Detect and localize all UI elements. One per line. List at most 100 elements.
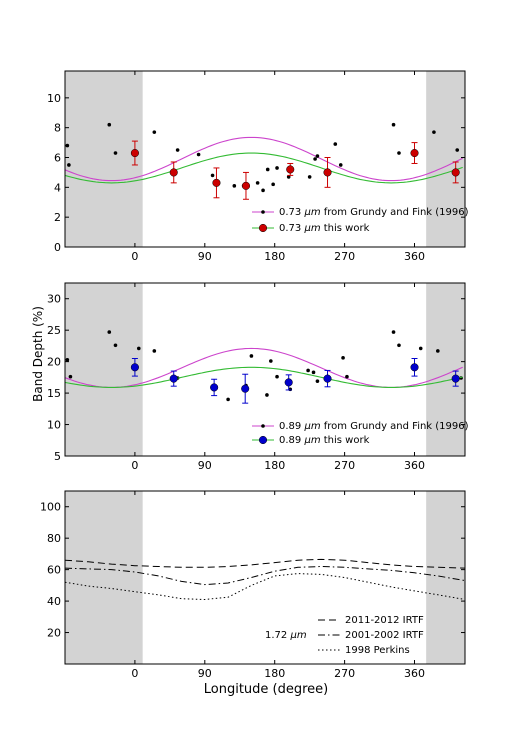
x-tick-label: 0 xyxy=(131,459,138,472)
data-point xyxy=(391,330,396,334)
data-point xyxy=(345,374,349,379)
data-point xyxy=(113,343,118,348)
data-point xyxy=(323,374,332,383)
data-point xyxy=(261,188,265,193)
data-point xyxy=(271,182,275,187)
data-point xyxy=(152,349,157,353)
data-point xyxy=(265,393,269,397)
data-point xyxy=(67,163,71,167)
shaded-region-0 xyxy=(65,491,143,664)
panel-bottom: 0 90 180 270 360 20 40 60 80 100 2011-2012 IRTF 200… xyxy=(40,490,466,680)
data-point xyxy=(255,181,260,185)
legend-label: 0.89 μm this work xyxy=(279,435,370,446)
plot-area xyxy=(65,71,465,247)
x-tick-label: 270 xyxy=(334,250,355,263)
x-tick-label: 180 xyxy=(264,459,285,472)
data-point xyxy=(169,168,178,177)
y-tick-label: 30 xyxy=(47,293,61,306)
data-point xyxy=(286,165,295,174)
legend-label: 0.73 μm this work xyxy=(279,223,370,234)
data-point xyxy=(455,148,460,152)
data-point xyxy=(432,130,436,134)
x-axis-label: Longitude (degree) xyxy=(204,682,329,697)
data-point xyxy=(451,168,460,177)
data-point xyxy=(107,330,112,334)
data-point xyxy=(333,142,338,146)
data-point xyxy=(451,374,460,383)
y-tick-label: 8 xyxy=(54,122,61,135)
data-point xyxy=(269,359,273,363)
x-tick-label: 180 xyxy=(264,667,285,680)
y-tick-label: 5 xyxy=(54,450,61,463)
data-point xyxy=(410,363,419,372)
axes-frame xyxy=(64,70,466,248)
data-point xyxy=(265,167,270,172)
legend-label: 2011-2012 IRTF xyxy=(345,615,424,626)
legend-label: 1998 Perkins xyxy=(345,645,410,656)
data-point xyxy=(338,163,343,167)
shaded-region-0 xyxy=(65,283,143,456)
y-tick-label: 25 xyxy=(47,324,61,337)
x-tick-label: 270 xyxy=(334,459,355,472)
data-point xyxy=(68,374,73,379)
data-point xyxy=(341,356,345,360)
legend: 0.89 μm from Grundy and Fink (1996) 0.89 … xyxy=(252,421,469,446)
y-tick-label: 10 xyxy=(47,419,61,432)
series-line-2 xyxy=(65,573,465,601)
x-tick-label: 270 xyxy=(334,667,355,680)
legend: 0.73 μm from Grundy and Fink (1996) 0.73 … xyxy=(252,207,469,234)
data-point xyxy=(212,178,221,187)
y-tick-label: 100 xyxy=(40,501,61,514)
x-tick-label: 360 xyxy=(404,459,425,472)
data-point xyxy=(113,151,118,155)
series-line-0 xyxy=(65,558,465,569)
data-point xyxy=(210,383,219,392)
data-point xyxy=(397,343,401,348)
data-point xyxy=(315,379,320,383)
data-point xyxy=(136,346,141,351)
data-point xyxy=(286,175,291,179)
x-tick-label: 90 xyxy=(198,250,212,263)
fit-curve-0 xyxy=(65,136,463,182)
x-tick-label: 0 xyxy=(131,250,138,263)
x-tick-label: 90 xyxy=(198,667,212,680)
wavelength-annotation: 1.72 μm xyxy=(265,630,307,641)
data-point xyxy=(391,122,396,127)
y-tick-label: 40 xyxy=(47,595,61,608)
axes-frame xyxy=(64,282,466,457)
legend-label: 0.73 μm from Grundy and Fink (1996) xyxy=(279,207,469,218)
legend-marker xyxy=(258,223,268,233)
data-point xyxy=(65,143,70,148)
data-point xyxy=(275,374,279,379)
data-point xyxy=(130,148,139,158)
x-tick-label: 360 xyxy=(404,250,425,263)
y-tick-label: 15 xyxy=(47,387,61,400)
data-point xyxy=(275,166,279,170)
y-tick-label: 20 xyxy=(47,627,61,640)
y-tick-label: 10 xyxy=(47,92,61,105)
data-point xyxy=(410,148,419,158)
data-point xyxy=(210,173,215,178)
legend-marker xyxy=(261,424,265,428)
data-point xyxy=(397,151,401,155)
legend-marker xyxy=(261,210,265,214)
data-point xyxy=(306,368,310,373)
data-point xyxy=(175,148,180,152)
y-axis-label: Band Depth (%) xyxy=(31,306,45,402)
data-point xyxy=(284,378,293,387)
legend-label: 2001-2002 IRTF xyxy=(345,630,424,641)
data-point xyxy=(107,122,112,127)
x-tick-label: 0 xyxy=(131,667,138,680)
data-point xyxy=(226,397,230,402)
y-tick-label: 4 xyxy=(54,181,61,194)
shaded-region-1 xyxy=(426,71,465,247)
y-tick-label: 6 xyxy=(54,152,61,165)
legend-label: 0.89 μm from Grundy and Fink (1996) xyxy=(279,421,469,432)
data-point xyxy=(436,349,440,353)
y-tick-label: 80 xyxy=(47,532,61,545)
panel-top: 0 90 180 270 360 0 2 4 6 8 10 0.73 μm from Grundy a… xyxy=(47,70,469,263)
legend-marker xyxy=(258,435,268,445)
data-point xyxy=(311,370,316,375)
data-point xyxy=(249,354,254,358)
